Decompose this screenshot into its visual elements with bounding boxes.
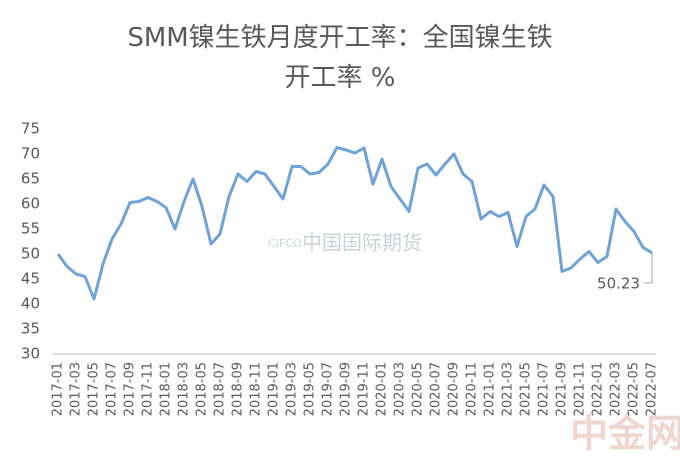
x-tick-label: 2021-09 [555, 362, 570, 416]
x-tick-label: 2019-07 [321, 362, 336, 416]
y-tick-label: 50 [21, 245, 40, 263]
x-tick-label: 2022-05 [627, 362, 642, 416]
x-tick-label: 2017-01 [51, 362, 66, 416]
x-tick-label: 2021-05 [519, 362, 534, 416]
y-tick-label: 75 [21, 120, 40, 138]
x-tick-label: 2018-11 [249, 362, 264, 416]
y-tick-label: 40 [21, 295, 40, 313]
x-tick-label: 2020-07 [429, 362, 444, 416]
x-tick-label: 2020-05 [411, 362, 426, 416]
y-tick-label: 70 [21, 145, 40, 163]
y-tick-label: 55 [21, 220, 40, 238]
x-tick-label: 2020-09 [447, 362, 462, 416]
x-tick-label: 2020-01 [375, 362, 390, 416]
x-tick-label: 2021-03 [501, 362, 516, 416]
x-tick-label: 2019-01 [267, 362, 282, 416]
chart-title: SMM镍生铁月度开工率：全国镍生铁开工率 % [127, 23, 553, 93]
x-tick-label: 2019-03 [285, 362, 300, 416]
x-tick-label: 2017-05 [87, 362, 102, 416]
y-tick-label: 65 [21, 170, 40, 188]
x-tick-label: 2022-01 [591, 362, 606, 416]
x-tick-label: 2021-07 [537, 362, 552, 416]
line [56, 146, 653, 301]
x-tick-label: 2021-11 [573, 362, 588, 416]
watermark: 中国国际期货 [302, 231, 422, 255]
x-tick-label: 2018-09 [231, 362, 246, 416]
x-tick-label: 2021-01 [483, 362, 498, 416]
x-tick-label: 2022-07 [645, 362, 660, 416]
y-tick-label: 45 [21, 270, 40, 288]
x-tick-label: 2019-09 [339, 362, 354, 416]
watermark: CIFCO [268, 237, 302, 250]
watermark: 中金网 [570, 412, 680, 456]
x-tick-label: 2018-05 [195, 362, 210, 416]
x-tick-label: 2020-11 [465, 362, 480, 416]
x-tick-label: 2018-01 [159, 362, 174, 416]
x-tick-label: 2017-07 [105, 362, 120, 416]
y-tick-label: 35 [21, 320, 40, 338]
x-tick-label: 2019-05 [303, 362, 318, 416]
x-tick-label: 2020-03 [393, 362, 408, 416]
annotation-leader [644, 252, 653, 284]
x-tick-label: 2019-11 [357, 362, 372, 416]
y-tick-label: 30 [21, 345, 40, 363]
x-tick-label: 2017-09 [123, 362, 138, 416]
x-tick-label: 2022-03 [609, 362, 624, 416]
y-tick-label: 60 [21, 195, 40, 213]
x-tick-label: 2018-07 [213, 362, 228, 416]
x-tick-label: 2018-03 [177, 362, 192, 416]
annotation: 50.23 [597, 274, 640, 292]
x-tick-label: 2017-11 [141, 362, 156, 416]
x-tick-label: 2017-03 [69, 362, 84, 416]
